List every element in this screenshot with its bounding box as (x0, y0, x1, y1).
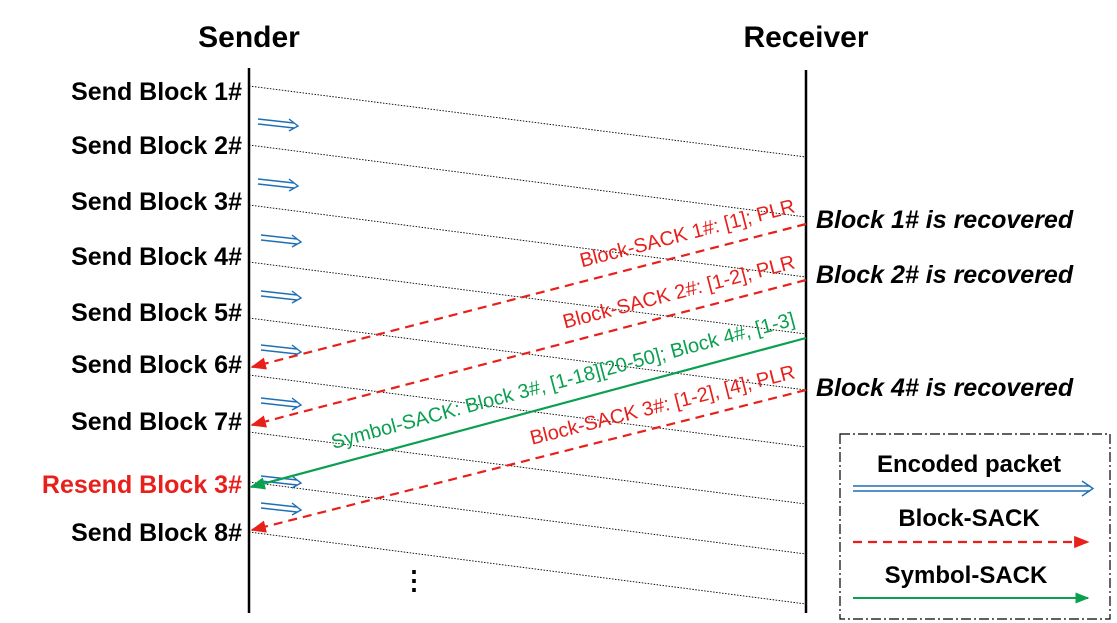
send-block-5-label: Send Block 5# (71, 299, 242, 327)
sender-header: Sender (198, 21, 300, 54)
encoded-packet-arrow (257, 178, 300, 192)
packet-flow-line (248, 531, 807, 605)
send-block-2-label: Send Block 2# (71, 132, 242, 160)
send-block-6-label: Send Block 6# (71, 351, 242, 379)
packet-flow-line (248, 204, 807, 278)
block-sack-2-arrow (250, 278, 807, 428)
packet-flow-line (248, 261, 807, 335)
sender-labels: Send Block 1# Send Block 2# Send Block 3… (42, 78, 242, 547)
legend: Encoded packet Block-SACK Symbol-SACK (839, 433, 1111, 620)
legend-block-sack-label: Block-SACK (898, 505, 1040, 532)
send-block-4-label: Send Block 4# (71, 243, 242, 271)
encoded-packet-markers (257, 118, 303, 516)
legend-border (839, 433, 1111, 620)
packet-flow-line (248, 85, 807, 158)
receiver-labels: Block 1# is recovered Block 2# is recove… (816, 206, 1074, 402)
legend-encoded-packet-icon (853, 480, 1095, 497)
resend-block-3-label: Resend Block 3# (42, 471, 242, 499)
encoded-packet-arrow (260, 234, 303, 248)
packet-flow-line (248, 431, 807, 505)
symbol-sack-arrow (249, 336, 807, 490)
packet-flow-line (248, 481, 807, 555)
continuation-ellipsis: ⋮ (401, 565, 427, 595)
legend-symbol-sack-label: Symbol-SACK (885, 562, 1048, 589)
legend-encoded-packet-label: Encoded packet (877, 451, 1061, 478)
send-block-7-label: Send Block 7# (71, 408, 242, 436)
send-block-1-label: Send Block 1# (71, 78, 242, 106)
encoded-packet-arrow (260, 290, 303, 304)
packet-flow-line (248, 317, 807, 391)
send-block-8-label: Send Block 8# (71, 519, 242, 547)
block-sack-1-arrow (250, 222, 807, 370)
encoded-packet-arrow (260, 502, 303, 516)
encoded-packet-arrow (257, 118, 300, 132)
block-sack-3-arrow (250, 388, 807, 533)
encoded-packet-arrow (260, 397, 303, 411)
packet-flow-line (248, 374, 807, 448)
block-4-recovered-label: Block 4# is recovered (816, 374, 1074, 402)
block-1-recovered-label: Block 1# is recovered (816, 206, 1074, 234)
block-2-recovered-label: Block 2# is recovered (816, 261, 1074, 289)
send-block-3-label: Send Block 3# (71, 188, 242, 216)
packet-flow-line (248, 144, 807, 218)
encoded-packet-flows (248, 85, 807, 605)
receiver-header: Receiver (743, 21, 868, 54)
